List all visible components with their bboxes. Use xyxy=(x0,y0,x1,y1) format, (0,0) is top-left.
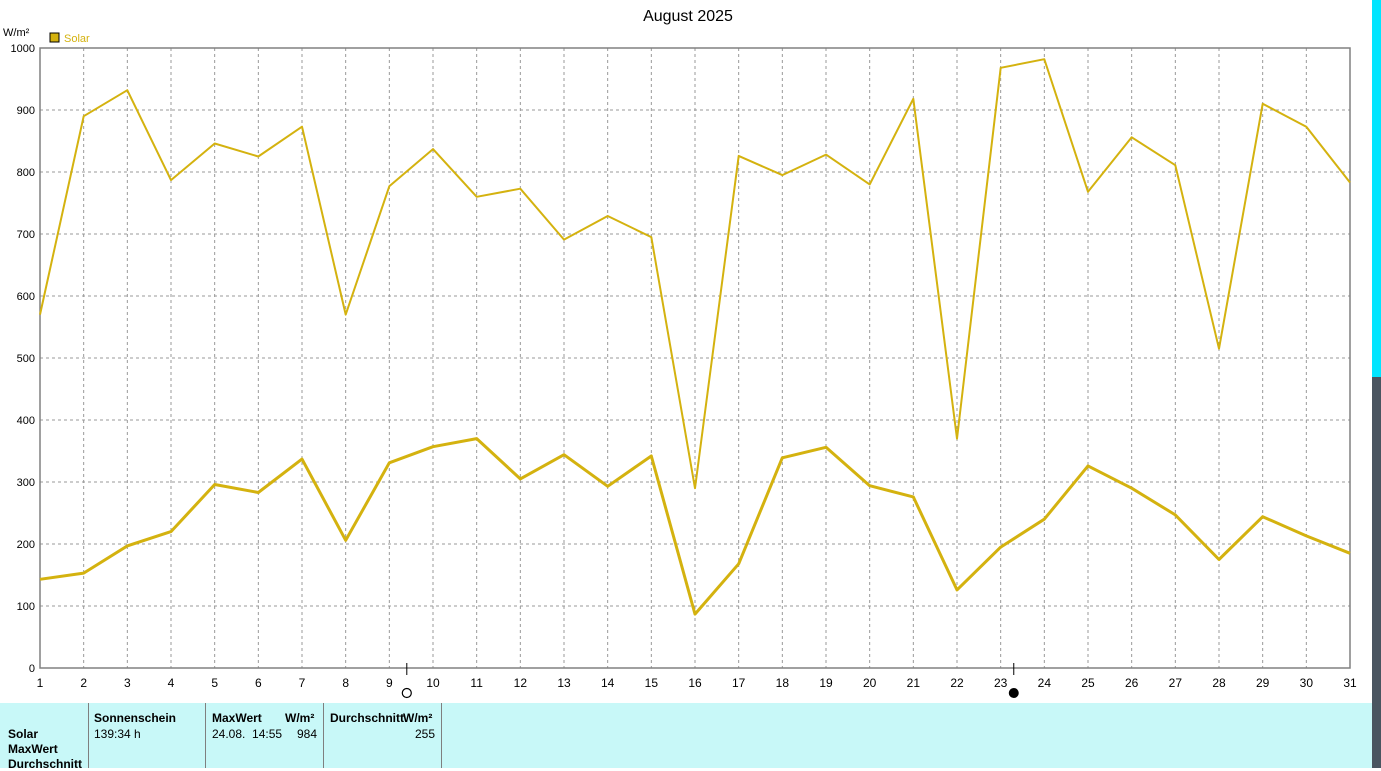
max-header: MaxWert xyxy=(212,711,262,725)
legend-label: Solar xyxy=(64,33,90,45)
y-tick-label: 600 xyxy=(17,291,35,303)
y-ticks: 0 100 200 300 400 500 600 700 800 900 1000 xyxy=(11,43,35,675)
max-time: 24.08. 14:55 xyxy=(212,727,282,741)
x-tick-label: 25 xyxy=(1081,676,1095,690)
y-tick-label: 500 xyxy=(17,353,35,365)
y-tick-label: 700 xyxy=(17,229,35,241)
x-tick-label: 26 xyxy=(1125,676,1139,690)
grid xyxy=(40,48,1350,668)
row-label-durchschnitt: Durchschnitt xyxy=(8,757,82,771)
row-label-solar: Solar xyxy=(8,727,38,741)
y-axis-label: W/m² xyxy=(3,27,30,39)
x-tick-label: 3 xyxy=(124,676,131,690)
y-tick-label: 900 xyxy=(17,105,35,117)
x-tick-label: 19 xyxy=(819,676,833,690)
x-tick-label: 16 xyxy=(688,676,702,690)
x-tick-label: 7 xyxy=(299,676,306,690)
x-tick-label: 11 xyxy=(470,676,483,690)
side-strip-dark xyxy=(1372,377,1381,768)
x-tick-label: 31 xyxy=(1343,676,1357,690)
x-tick-label: 4 xyxy=(168,676,175,690)
divider xyxy=(88,703,89,768)
series-line-1 xyxy=(40,59,1350,488)
x-tick-label: 28 xyxy=(1212,676,1226,690)
chart-title: August 2025 xyxy=(643,8,733,25)
x-tick-label: 8 xyxy=(342,676,349,690)
x-tick-label: 9 xyxy=(386,676,393,690)
sunshine-header: Sonnenschein xyxy=(94,711,176,725)
x-tick-label: 23 xyxy=(994,676,1008,690)
row-label-maxwert: MaxWert xyxy=(8,742,58,756)
max-unit: W/m² xyxy=(285,711,314,725)
x-tick-label: 12 xyxy=(514,676,528,690)
divider xyxy=(323,703,324,768)
max-value: 984 xyxy=(290,727,317,741)
y-tick-label: 0 xyxy=(29,663,35,675)
x-tick-label: 10 xyxy=(426,676,440,690)
legend-swatch xyxy=(50,33,59,42)
y-tick-label: 300 xyxy=(17,477,35,489)
x-tick-label: 2 xyxy=(80,676,87,690)
x-tick-label: 30 xyxy=(1300,676,1314,690)
stats-panel: Solar MaxWert Durchschnitt Sonnenschein … xyxy=(0,703,1372,768)
side-strip xyxy=(1372,0,1381,768)
x-tick-label: 5 xyxy=(211,676,218,690)
x-tick-label: 22 xyxy=(950,676,964,690)
full-moon-icon xyxy=(402,689,411,698)
x-tick-label: 15 xyxy=(645,676,659,690)
x-tick-label: 24 xyxy=(1038,676,1052,690)
avg-unit: W/m² xyxy=(403,711,432,725)
avg-header: Durchschnitt xyxy=(330,711,404,725)
x-tick-label: 27 xyxy=(1169,676,1183,690)
y-tick-label: 1000 xyxy=(11,43,35,55)
x-tick-label: 6 xyxy=(255,676,262,690)
x-tick-label: 1 xyxy=(37,676,44,690)
x-tick-label: 13 xyxy=(557,676,571,690)
divider xyxy=(205,703,206,768)
x-tick-label: 18 xyxy=(776,676,790,690)
sunshine-value: 139:34 h xyxy=(94,727,141,741)
x-tick-label: 20 xyxy=(863,676,877,690)
solar-line-chart: August 2025 W/m² Solar 0 100 200 300 400 500 6… xyxy=(0,0,1372,703)
x-tick-label: 21 xyxy=(907,676,921,690)
x-tick-label: 14 xyxy=(601,676,615,690)
y-tick-label: 400 xyxy=(17,415,35,427)
avg-value: 255 xyxy=(400,727,435,741)
y-tick-label: 200 xyxy=(17,539,35,551)
new-moon-icon xyxy=(1009,689,1018,698)
y-tick-label: 100 xyxy=(17,601,35,613)
x-tick-label: 29 xyxy=(1256,676,1270,690)
y-tick-label: 800 xyxy=(17,167,35,179)
x-tick-label: 17 xyxy=(732,676,746,690)
divider xyxy=(441,703,442,768)
